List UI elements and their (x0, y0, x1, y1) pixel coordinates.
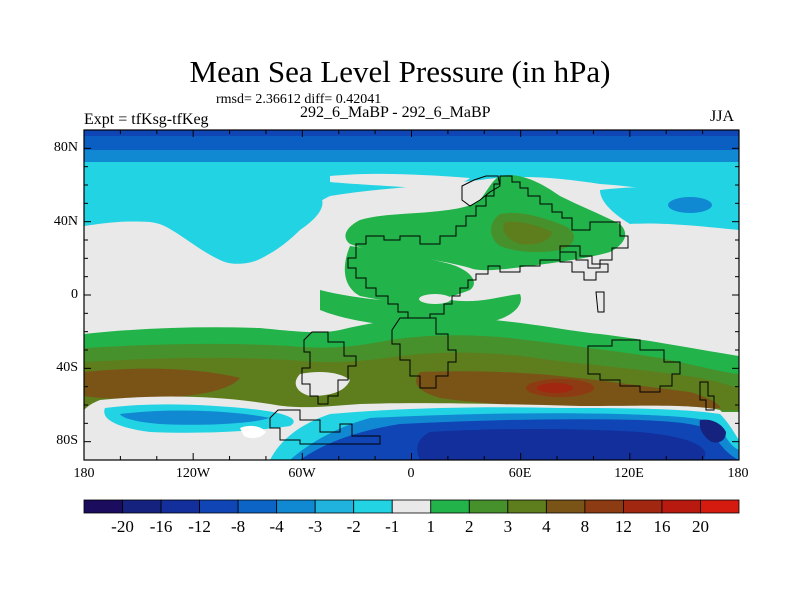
colorbar-swatch (391, 499, 432, 514)
rmsd-diff-stats: rmsd= 2.36612 diff= 0.42041 (216, 92, 382, 107)
colorbar-swatch (468, 499, 509, 514)
y-tick-label: 40S (56, 360, 78, 375)
colorbar-swatch (199, 499, 239, 514)
colorbar-label: 2 (465, 517, 474, 536)
colorbar-label: -16 (149, 517, 173, 536)
africa-green (344, 246, 474, 303)
x-tick-label: 120E (614, 466, 644, 481)
x-tick-label: 120W (175, 466, 211, 481)
colorbar-label: 16 (653, 517, 671, 536)
southern-brown (84, 368, 720, 410)
colorbar-swatch (623, 499, 663, 514)
antarctic-core-blue (417, 429, 706, 460)
north-pacific-blue-blob (668, 197, 712, 213)
eurasia-olive (503, 221, 552, 245)
axis-ticks (83, 130, 740, 460)
colorbar-swatch (276, 499, 316, 514)
colorbar-label: 1 (426, 517, 436, 536)
y-tick-label: 40N (53, 214, 78, 229)
colorbar-swatch (160, 499, 200, 514)
colorbar-label: -3 (308, 517, 323, 536)
antarctica-outline (269, 409, 381, 445)
colorbar-label: -4 (269, 517, 284, 536)
colorbar-swatch (700, 499, 740, 514)
indian-ocean-red-core (537, 383, 573, 393)
north-pacific-cyan (600, 186, 739, 230)
colorbar-label: 8 (580, 517, 590, 536)
africa-outline (391, 317, 457, 389)
pressure-field-map (84, 130, 740, 460)
colorbar-label: 12 (614, 517, 632, 536)
y-tick-label: 80S (56, 433, 78, 448)
colorbar-label: 4 (542, 517, 551, 536)
x-tick-label: 60W (288, 466, 316, 481)
coastline-outline (269, 175, 715, 445)
x-tick-label: 180 (727, 466, 749, 481)
south-america-neutral (295, 372, 350, 396)
colorbar-label: -8 (231, 517, 246, 536)
colorbar-swatch (83, 499, 123, 514)
south-america-outline (301, 331, 357, 405)
colorbar-label: 3 (503, 517, 513, 536)
chart-title: Mean Sea Level Pressure (in hPa) (189, 54, 611, 89)
colorbar-swatch (545, 499, 586, 514)
colorbar-swatch (314, 499, 355, 514)
west-antarctic-white-tip (240, 425, 266, 439)
colorbar-label: -1 (385, 517, 400, 536)
arctic-gap-neutral (330, 173, 470, 189)
x-tick-label: 60E (508, 466, 532, 481)
eurasia-outline (347, 175, 629, 319)
colorbar-label: -12 (188, 517, 211, 536)
colorbar-label: 20 (691, 517, 709, 536)
colorbar-swatch (237, 499, 278, 514)
new-zealand-outline (699, 381, 715, 411)
colorbar-swatch (507, 499, 547, 514)
colorbar-swatch (430, 499, 470, 514)
pacific-cyan-patch (84, 178, 323, 264)
south-atlantic-green (320, 290, 521, 327)
experiment-label: Expt = tfKsg-tfKeg (84, 111, 209, 128)
australia-outline (587, 339, 681, 393)
x-tick-label: 180 (73, 466, 95, 481)
season-label: JJA (710, 108, 735, 125)
colorbar (83, 499, 740, 514)
colorbar-swatch (661, 499, 701, 514)
x-tick-label: 0 (407, 466, 415, 481)
greenland-outline (461, 175, 501, 207)
comparison-label: 292_6_MaBP - 292_6_MaBP (300, 104, 491, 121)
y-tick-label: 80N (53, 140, 78, 155)
colorbar-label: -20 (111, 517, 134, 536)
se-asia-outline (559, 245, 609, 281)
colorbar-swatch (584, 499, 624, 514)
colorbar-swatch (353, 499, 393, 514)
ross-sea-blue (699, 419, 726, 443)
colorbar-label: -2 (346, 517, 361, 536)
y-tick-label: 0 (71, 287, 78, 302)
madagascar-outline (595, 291, 605, 313)
colorbar-swatch (122, 499, 162, 514)
equatorial-neutral-spot (419, 294, 451, 304)
